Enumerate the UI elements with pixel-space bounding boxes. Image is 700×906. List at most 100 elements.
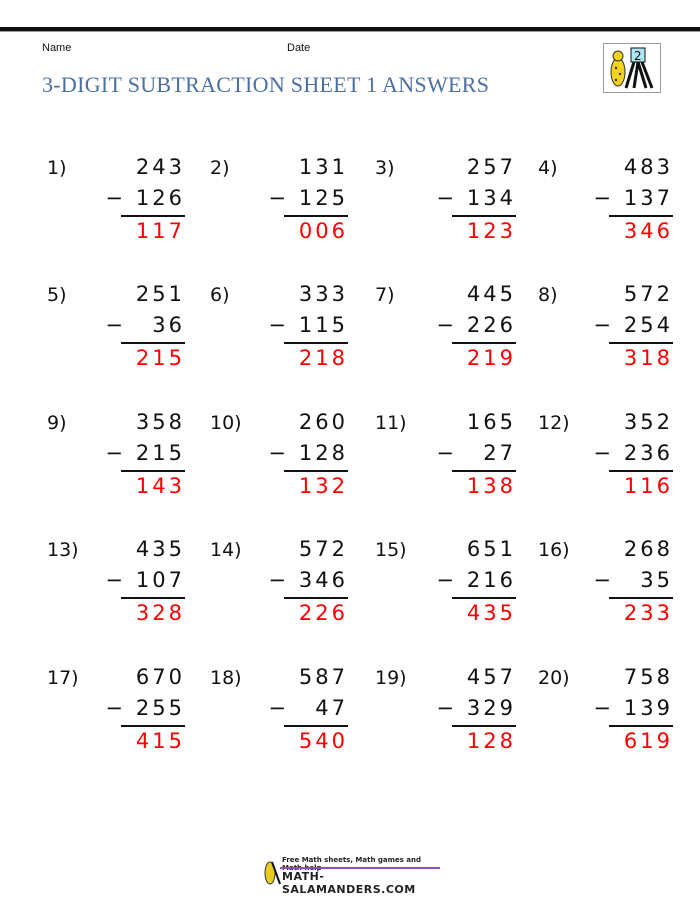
problem-number: 11)	[375, 412, 407, 434]
answer-line	[121, 215, 185, 217]
problem-number: 15)	[375, 539, 407, 561]
footer-site: MATH-SALAMANDERS.COM	[282, 870, 416, 896]
minus-sign: −	[105, 441, 123, 465]
subtrahend: 107	[135, 568, 185, 592]
subtrahend: 226	[466, 313, 516, 337]
problem: 20) 758 − 139 619	[538, 665, 673, 775]
answer: 006	[298, 219, 348, 243]
minuend: 358	[135, 410, 185, 434]
answer: 346	[623, 219, 673, 243]
answer: 435	[466, 601, 516, 625]
problem-number: 5)	[47, 284, 67, 306]
minus-sign: −	[593, 568, 611, 592]
answer: 233	[623, 601, 673, 625]
subtrahend: 35	[640, 568, 673, 592]
minuend: 257	[466, 155, 516, 179]
problem: 6) 333 − 115 218	[210, 282, 348, 392]
minus-sign: −	[268, 568, 286, 592]
problem-number: 9)	[47, 412, 67, 434]
minuend: 572	[298, 537, 348, 561]
answer: 318	[623, 346, 673, 370]
answer-line	[452, 597, 516, 599]
svg-text:2: 2	[634, 49, 642, 63]
answer: 619	[623, 729, 673, 753]
answer: 219	[466, 346, 516, 370]
minuend: 165	[466, 410, 516, 434]
problem-number: 10)	[210, 412, 242, 434]
page-title: 3-DIGIT SUBTRACTION SHEET 1 ANSWERS	[42, 72, 490, 97]
answer-line	[609, 597, 673, 599]
problem: 2) 131 − 125 006	[210, 155, 348, 265]
name-label: Name	[42, 42, 72, 54]
problem-number: 2)	[210, 157, 230, 179]
answer-line	[609, 725, 673, 727]
subtrahend: 36	[152, 313, 185, 337]
subtrahend: 216	[466, 568, 516, 592]
subtrahend: 134	[466, 186, 516, 210]
minus-sign: −	[593, 696, 611, 720]
minuend: 572	[623, 282, 673, 306]
minuend: 457	[466, 665, 516, 689]
footer-rule	[280, 867, 440, 869]
subtrahend: 254	[623, 313, 673, 337]
problem-number: 12)	[538, 412, 570, 434]
problem-number: 17)	[47, 667, 79, 689]
answer-line	[609, 342, 673, 344]
problem: 7) 445 − 226 219	[375, 282, 516, 392]
problem-number: 14)	[210, 539, 242, 561]
minus-sign: −	[593, 313, 611, 337]
minuend: 587	[298, 665, 348, 689]
minus-sign: −	[105, 313, 123, 337]
problem-number: 1)	[47, 157, 67, 179]
minuend: 251	[135, 282, 185, 306]
answer: 226	[298, 601, 348, 625]
problem-number: 16)	[538, 539, 570, 561]
minuend: 758	[623, 665, 673, 689]
minuend: 268	[623, 537, 673, 561]
problem: 19) 457 − 329 128	[375, 665, 516, 775]
problem: 10) 260 − 128 132	[210, 410, 348, 520]
answer-line	[452, 725, 516, 727]
problem: 3) 257 − 134 123	[375, 155, 516, 265]
answer-line	[121, 597, 185, 599]
problem: 5) 251 − 36 215	[47, 282, 185, 392]
minus-sign: −	[268, 313, 286, 337]
answer: 117	[135, 219, 185, 243]
problem-number: 8)	[538, 284, 558, 306]
top-rule	[0, 27, 700, 32]
subtrahend: 125	[298, 186, 348, 210]
answer-line	[284, 470, 348, 472]
answer: 218	[298, 346, 348, 370]
minuend: 435	[135, 537, 185, 561]
problem-number: 7)	[375, 284, 395, 306]
subtrahend: 137	[623, 186, 673, 210]
problem: 18) 587 − 47 540	[210, 665, 348, 775]
answer-line	[609, 215, 673, 217]
problem: 13) 435 − 107 328	[47, 537, 185, 647]
subtrahend: 346	[298, 568, 348, 592]
subtrahend: 128	[298, 441, 348, 465]
problem: 8) 572 − 254 318	[538, 282, 673, 392]
answer: 128	[466, 729, 516, 753]
problem-number: 20)	[538, 667, 570, 689]
answer-line	[452, 215, 516, 217]
minus-sign: −	[436, 568, 454, 592]
minus-sign: −	[436, 696, 454, 720]
minus-sign: −	[436, 313, 454, 337]
answer: 540	[298, 729, 348, 753]
minuend: 483	[623, 155, 673, 179]
answer-line	[452, 342, 516, 344]
minus-sign: −	[436, 186, 454, 210]
minuend: 131	[298, 155, 348, 179]
problem-number: 4)	[538, 157, 558, 179]
minuend: 670	[135, 665, 185, 689]
subtrahend: 139	[623, 696, 673, 720]
minus-sign: −	[105, 186, 123, 210]
problem: 11) 165 − 27 138	[375, 410, 516, 520]
minus-sign: −	[268, 696, 286, 720]
footer-logo: Free Math sheets, Math games and Math he…	[262, 856, 442, 896]
answer: 415	[135, 729, 185, 753]
answer-line	[284, 342, 348, 344]
subtrahend: 215	[135, 441, 185, 465]
